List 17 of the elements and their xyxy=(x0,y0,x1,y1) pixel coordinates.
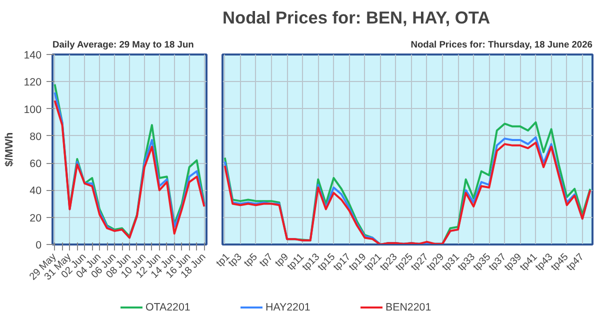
x-tick-label: tp5 xyxy=(242,251,260,270)
legend-label: BEN2201 xyxy=(386,302,432,314)
legend-label: HAY2201 xyxy=(266,302,310,314)
legend-label: OTA2201 xyxy=(146,302,190,314)
y-tick-label: 140 xyxy=(24,50,42,62)
x-tick-label: tp7 xyxy=(258,251,276,270)
y-axis-title: $/MWh xyxy=(4,132,16,167)
y-tick-label: 40 xyxy=(30,185,42,198)
y-tick-label: 0 xyxy=(36,240,42,252)
y-tick-label: 20 xyxy=(30,212,42,224)
y-tick-label: 80 xyxy=(30,130,42,143)
y-tick-label: 100 xyxy=(24,104,42,116)
chart-subtitle: Daily Average: 29 May to 18 Jun xyxy=(52,40,194,50)
chart-title: Nodal Prices for: BEN, HAY, OTA xyxy=(222,8,491,28)
y-tick-label: 120 xyxy=(24,76,42,89)
y-tick-label: 60 xyxy=(30,158,42,170)
chart-subtitle: Nodal Prices for: Thursday, 18 June 2026 xyxy=(410,40,593,50)
